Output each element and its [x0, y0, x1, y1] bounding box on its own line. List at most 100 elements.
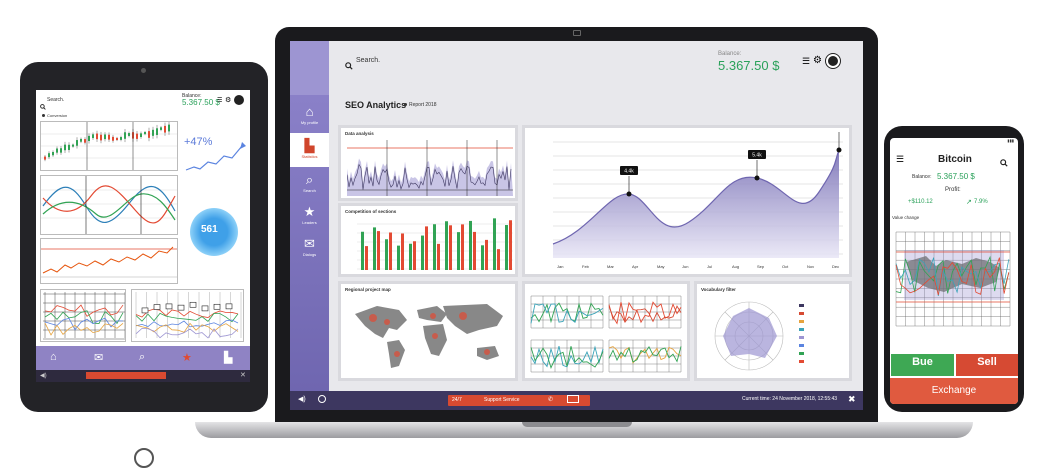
profit-label: Profit: [945, 187, 961, 193]
bar [377, 231, 380, 270]
star-icon: ★ [303, 204, 316, 219]
gear-icon[interactable]: ⚙ [813, 55, 822, 66]
data-analysis-panel: Data analysis [338, 125, 518, 201]
panel-title: Data analysis [345, 131, 374, 136]
sidebar-item-statistics[interactable]: ▙ Statistics [290, 133, 329, 167]
support-service-button[interactable]: 24/7 Support Service ✆ [448, 395, 590, 406]
bar [401, 233, 404, 270]
phone-balance-label: Balance: [912, 174, 932, 180]
power-icon[interactable] [318, 395, 326, 403]
bar [449, 225, 452, 270]
bar [461, 224, 464, 270]
candle [48, 153, 50, 158]
candle [80, 138, 82, 142]
sidebar-item-search[interactable]: ⌕ Search [290, 167, 329, 201]
bullet-icon [404, 103, 407, 106]
candle [44, 156, 46, 160]
volume-icon[interactable]: ◀) [298, 396, 306, 403]
regional-map-panel: Regional project map [338, 281, 518, 381]
mail-icon[interactable] [567, 395, 579, 403]
profit-percent: 7.9% [974, 199, 988, 205]
candle [68, 144, 70, 150]
candle [64, 144, 66, 151]
candle [60, 148, 62, 153]
candle [100, 134, 102, 141]
month-tick: Mar [607, 264, 615, 269]
laptop-notch [522, 422, 632, 427]
candle [152, 129, 154, 136]
month-tick: Apr [632, 264, 639, 269]
avatar-icon[interactable] [825, 53, 841, 69]
candlestick-chart [40, 121, 178, 171]
bar [497, 249, 500, 270]
percent-change: +47% [184, 136, 213, 148]
tablet-home-button[interactable] [134, 448, 154, 468]
search-icon[interactable] [345, 57, 353, 75]
bar [509, 220, 512, 270]
candle [160, 127, 162, 130]
trend-arrow-chart [184, 122, 246, 177]
sidebar-item-leaders[interactable]: ★ Leaders [290, 199, 329, 233]
avatar-icon[interactable] [234, 95, 244, 105]
bar [361, 231, 364, 270]
bar [413, 241, 416, 270]
laptop-sidebar: ⌂ My profile ▙ Statistics ⌕ Search ★ Lea… [290, 95, 329, 391]
bar [469, 220, 472, 270]
bar [365, 246, 368, 270]
bar [445, 221, 448, 270]
month-tick: May [657, 264, 665, 269]
candle [108, 134, 110, 140]
gear-icon[interactable]: ⚙ [225, 97, 232, 104]
bar [373, 227, 376, 270]
search-icon: ⌕ [305, 172, 314, 187]
bar [505, 225, 508, 270]
search-icon[interactable] [1000, 154, 1008, 172]
home-icon: ⌂ [305, 104, 314, 119]
bar [385, 239, 388, 270]
search-icon[interactable] [40, 97, 46, 115]
laptop-camera [573, 30, 581, 36]
month-tick: Jun [682, 264, 688, 269]
exchange-button[interactable]: Exchange [890, 378, 1018, 404]
multi-line-chart [40, 175, 178, 235]
report-label: Report 2018 [409, 102, 437, 108]
candle [52, 152, 54, 156]
menu-icon[interactable]: ☰ [896, 154, 905, 164]
bullet-icon [42, 114, 45, 117]
candle [92, 134, 94, 139]
close-icon[interactable]: ✖ [848, 394, 856, 404]
volume-icon[interactable]: ◀) [40, 373, 47, 379]
search-nav-icon[interactable]: ⌕ [139, 351, 146, 363]
bar-chart-icon[interactable]: ▙ [224, 352, 233, 364]
value-change-label: Value change [892, 215, 920, 220]
current-time: Current time: 24 November 2018, 12:55:43 [742, 396, 838, 402]
candle [148, 131, 150, 138]
candle [72, 144, 74, 147]
bue-button[interactable]: Bue [891, 354, 954, 376]
home-icon[interactable]: ⌂ [50, 351, 57, 363]
tablet-camera [141, 68, 146, 73]
month-tick: Oct [782, 264, 789, 269]
candle [136, 133, 138, 139]
bar [481, 245, 484, 270]
bar [421, 235, 424, 270]
candle [76, 140, 78, 146]
sidebar-item-dialogs[interactable]: ✉ Dialogs [290, 231, 329, 265]
support-bar[interactable] [86, 372, 166, 379]
candle [116, 137, 118, 141]
search-input[interactable]: Search. [356, 57, 381, 64]
menu-icon[interactable]: ☰ [802, 56, 811, 66]
star-icon[interactable]: ★ [182, 352, 192, 364]
chat-icon[interactable]: ✉ [94, 352, 104, 364]
support-24: 24/7 [452, 397, 462, 403]
menu-icon[interactable]: ☰ [217, 98, 223, 104]
sidebar-item-profile[interactable]: ⌂ My profile [290, 99, 329, 133]
close-icon[interactable]: ✕ [240, 372, 246, 379]
profit-value: +$110.12 [908, 199, 933, 205]
sell-button[interactable]: Sell [956, 354, 1018, 376]
tablet-search-label[interactable]: Search. [47, 97, 65, 103]
gauge-value: 561 [201, 224, 218, 235]
panel-title: Regional project map [345, 287, 391, 292]
flag-chart [131, 289, 244, 342]
bar [473, 231, 476, 270]
